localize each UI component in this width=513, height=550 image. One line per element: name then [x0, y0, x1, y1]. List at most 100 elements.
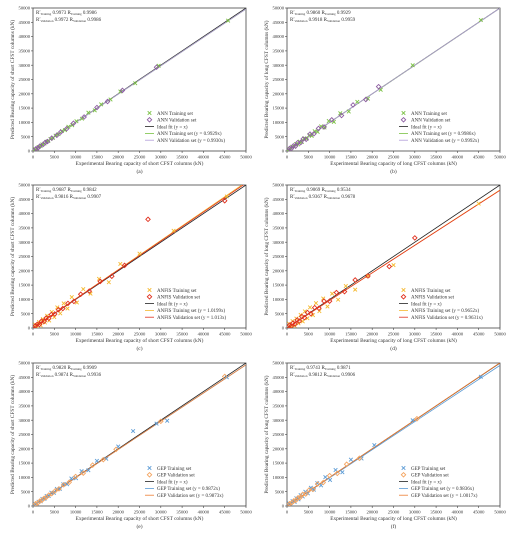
stats-r-value: 0.9959	[340, 18, 356, 23]
x-tick-label: 40000	[198, 510, 210, 515]
x-tick-label: 40000	[198, 155, 210, 160]
training-point	[61, 301, 66, 306]
stats-r2-sub: Validation	[294, 374, 308, 378]
stats-r2-sub: Validation	[40, 196, 54, 200]
x-tick-label: 15000	[91, 510, 103, 515]
stats-r2-value: 0.9860	[305, 11, 321, 16]
stats-r-label: R	[321, 366, 325, 371]
legend-label: GEP Validation set (y = 0.9873x)	[157, 494, 224, 499]
stats-r-sub: Training	[71, 12, 82, 16]
stats-r2-sub: Validation	[40, 19, 54, 23]
y-tick-label: 50000	[273, 361, 285, 366]
training-point	[81, 286, 86, 292]
y-tick-label: 0	[282, 326, 285, 331]
y-axis-label: Predicted Bearing capacity of short CFST…	[9, 20, 16, 139]
stats-r-sub: Validation	[73, 196, 87, 200]
y-tick-label: 15000	[19, 106, 31, 111]
stats-r-value: 0.9936	[86, 373, 102, 378]
x-tick-label: 10000	[324, 332, 336, 337]
validation-point	[86, 288, 93, 294]
y-tick-label: 35000	[273, 404, 285, 409]
y-tick-label: 40000	[273, 389, 285, 394]
stats-r-label: R	[324, 18, 328, 23]
training-point	[298, 312, 303, 317]
validation-point	[310, 486, 316, 493]
y-tick-label: 5000	[275, 311, 285, 316]
legend-label: ANFIS Validation set (y = 1.013x)	[157, 316, 226, 321]
ideal-fit-line	[287, 185, 500, 328]
stats-r2-sup: ²	[39, 9, 40, 13]
stats-line: R²Training 0.9973 RTraining 0.9986	[36, 9, 97, 16]
x-tick-label: 35000	[176, 155, 188, 160]
validation-point	[97, 278, 104, 285]
validation-point	[66, 479, 73, 486]
stats-r2-sub: Training	[294, 367, 305, 371]
stats-r2-label: R	[36, 195, 40, 200]
stats-r2-value: 0.9874	[53, 373, 69, 378]
validation-point	[94, 104, 100, 111]
stats-r-value: 0.9929	[336, 11, 352, 16]
stats-line: R²Training 0.9687 RTraining 0.9842	[36, 186, 97, 193]
y-tick-label: 30000	[273, 240, 285, 245]
validation-point	[108, 273, 115, 280]
y-tick-label: 45000	[273, 197, 285, 202]
legend-label: ANN Training set	[157, 112, 193, 117]
stats-r-label: R	[67, 188, 71, 193]
training-point	[321, 296, 326, 301]
x-tick-label: 5000	[304, 332, 314, 337]
stats-line: R²Validation 0.9816 RValidation 0.9907	[36, 193, 102, 200]
validation-point	[121, 262, 128, 269]
legend-label: ANN Validation set (y = 0.9930x)	[157, 139, 225, 144]
y-tick-label: 30000	[19, 240, 31, 245]
training-point	[310, 313, 316, 318]
y-tick-label: 5000	[21, 489, 31, 494]
y-tick-label: 10000	[273, 120, 285, 125]
training-point	[478, 374, 483, 379]
stats-r2-sub: Validation	[294, 19, 308, 23]
panel-label: (c)	[136, 345, 142, 352]
validation-point	[59, 305, 66, 312]
validation-point	[63, 125, 70, 132]
y-tick-label: 45000	[273, 375, 285, 380]
stats-r-sub: Training	[325, 189, 336, 193]
x-tick-label: 0	[286, 155, 289, 160]
y-tick-label: 15000	[19, 461, 31, 466]
plot-area	[33, 8, 246, 151]
x-tick-label: 25000	[134, 510, 146, 515]
x-tick-label: 0	[32, 510, 35, 515]
stats-r2-value: 0.9069	[305, 188, 321, 193]
validation-point	[100, 456, 107, 463]
validation-point	[81, 114, 87, 120]
training-point	[44, 313, 50, 318]
x-tick-label: 15000	[345, 155, 357, 160]
legend-swatch-marker	[400, 293, 407, 300]
validation-point	[36, 498, 43, 504]
validation-point	[36, 321, 43, 328]
stats-r-value: 0.9906	[340, 373, 356, 378]
y-tick-label: 20000	[273, 91, 285, 96]
y-tick-label: 10000	[273, 297, 285, 302]
validation-point	[292, 143, 299, 149]
training-point	[338, 111, 343, 116]
x-tick-label: 30000	[155, 510, 167, 515]
y-tick-label: 10000	[19, 297, 31, 302]
validation-point	[72, 473, 79, 480]
stats-line: R²Validation 0.9812 RValidation 0.9906	[290, 371, 356, 378]
x-tick-label: 20000	[366, 332, 378, 337]
training-point	[330, 291, 335, 296]
y-tick-label: 50000	[19, 361, 31, 366]
panel-d: 00 5000 5000 10000 10000 15000 15000 20000 20000…	[263, 183, 506, 352]
x-tick-label: 40000	[198, 332, 210, 337]
validation-point	[57, 129, 64, 135]
y-tick-label: 25000	[273, 432, 285, 437]
validation-point	[45, 315, 52, 322]
x-tick-label: 15000	[345, 332, 357, 337]
x-tick-label: 35000	[430, 510, 442, 515]
legend-label: GEP Validation set	[411, 474, 449, 479]
y-tick-label: 20000	[19, 446, 31, 451]
x-axis-label: Experimental Bearing capacity of long CF…	[330, 515, 457, 522]
validation-point	[71, 298, 77, 305]
legend-label: Ideal fit (y = x)	[157, 480, 188, 485]
x-tick-label: 5000	[50, 155, 60, 160]
